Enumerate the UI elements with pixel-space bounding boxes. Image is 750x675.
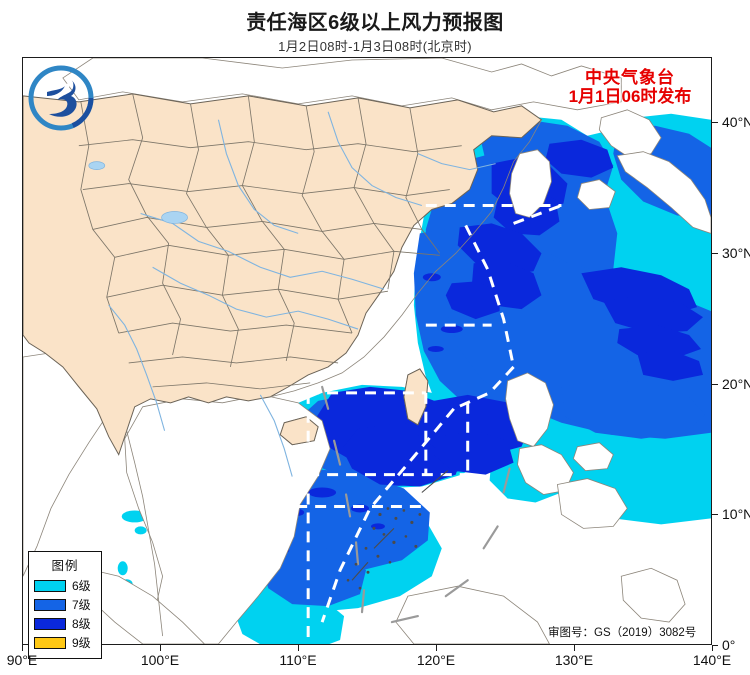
south-sea-islets bbox=[346, 470, 449, 590]
y-tick-0 bbox=[712, 645, 718, 646]
y-tick-40 bbox=[712, 122, 718, 124]
coastline bbox=[126, 119, 542, 637]
x-tick-label-110: 110°E bbox=[279, 652, 317, 668]
y-tick-label-20: 20°N bbox=[722, 375, 750, 392]
legend-swatch-6 bbox=[34, 579, 66, 592]
legend-title: 图例 bbox=[51, 559, 79, 573]
responsibility-area-boundary bbox=[182, 204, 562, 644]
legend-swatch-8 bbox=[34, 617, 66, 630]
y-tick-label-40: 40°N bbox=[722, 114, 750, 131]
land-china bbox=[23, 93, 543, 477]
x-tick-label-130: 130°E bbox=[554, 652, 594, 668]
y-tick-30 bbox=[712, 253, 718, 254]
x-tick-label-120: 120°E bbox=[416, 652, 456, 668]
y-tick-label-0: 0° bbox=[722, 637, 736, 653]
legend-item-6: 6级 bbox=[34, 577, 101, 594]
publisher-stamp: 中央气象台 1月1日06时发布 bbox=[545, 68, 715, 106]
nine-dash-line bbox=[321, 385, 511, 624]
x-tick-110 bbox=[298, 645, 299, 651]
map-approval-number: 审图号：GS（2019）3082号 bbox=[548, 627, 697, 639]
publish-time: 1月1日06时发布 bbox=[568, 87, 692, 107]
legend-box: 图例 6级 7级 8级 9级 bbox=[28, 551, 102, 659]
page-title: 责任海区6级以上风力预报图 bbox=[246, 12, 504, 34]
legend-item-8: 8级 bbox=[34, 615, 101, 632]
legend-label-7: 7级 bbox=[72, 598, 91, 612]
page-subtitle: 1月2日08时-1月3日08时(北京时) bbox=[278, 39, 472, 54]
legend-item-9: 9级 bbox=[34, 634, 101, 651]
legend-label-6: 6级 bbox=[72, 579, 91, 593]
x-tick-label-140: 140°E bbox=[692, 652, 732, 668]
publisher-name: 中央气象台 bbox=[585, 68, 675, 87]
x-tick-120 bbox=[436, 645, 437, 651]
y-tick-20 bbox=[712, 383, 718, 385]
map-canvas bbox=[23, 58, 711, 644]
legend-label-9: 9级 bbox=[72, 636, 91, 650]
x-tick-90 bbox=[22, 645, 23, 651]
y-tick-label-30: 30°N bbox=[722, 245, 750, 261]
x-tick-130 bbox=[574, 645, 575, 651]
legend-item-7: 7级 bbox=[34, 596, 101, 613]
map-plot-area bbox=[22, 57, 712, 645]
x-tick-100 bbox=[160, 645, 161, 651]
legend-label-8: 8级 bbox=[72, 617, 91, 631]
x-tick-label-90: 90°E bbox=[6, 652, 38, 668]
y-tick-label-10: 10°N bbox=[722, 506, 750, 523]
cma-logo bbox=[27, 64, 95, 132]
legend-swatch-7 bbox=[34, 598, 66, 611]
x-tick-140 bbox=[712, 645, 713, 651]
cma-logo-icon bbox=[28, 65, 94, 131]
legend-swatch-9 bbox=[34, 636, 66, 649]
y-tick-10 bbox=[712, 514, 718, 516]
x-tick-label-100: 100°E bbox=[140, 652, 180, 668]
